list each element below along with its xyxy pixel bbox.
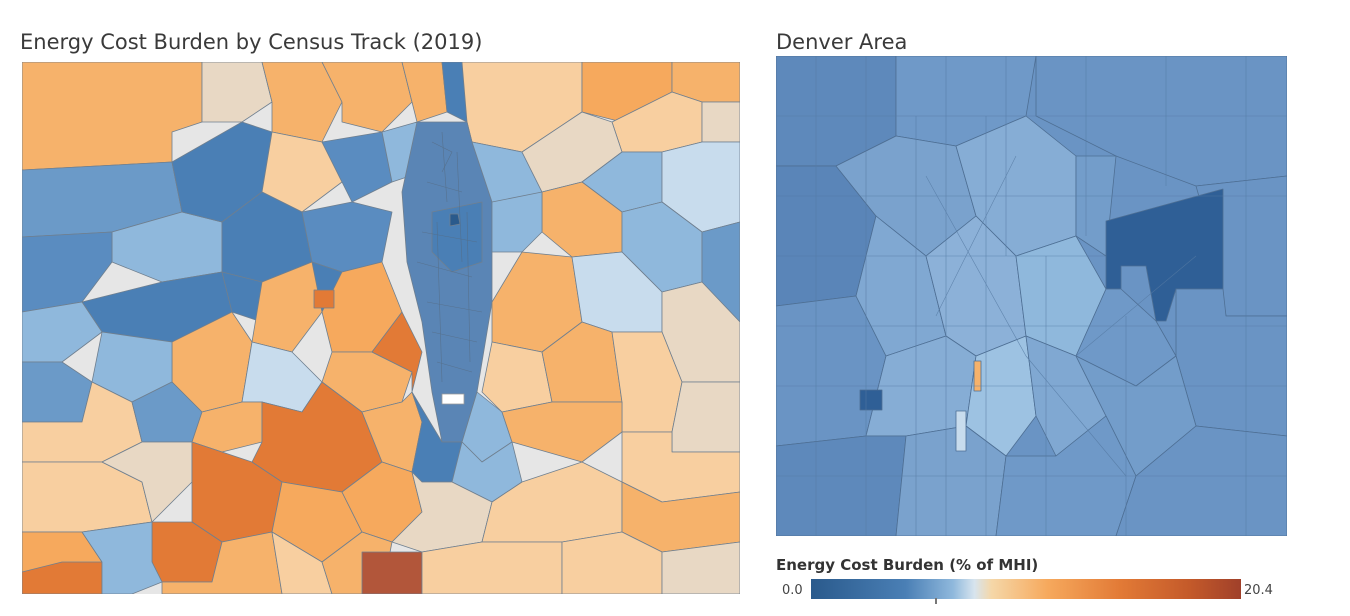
map-title-colorado: Energy Cost Burden by Census Track (2019… [20,30,483,54]
tract-region[interactable] [859,389,883,411]
tract-region[interactable] [421,541,563,594]
legend-color-ramp [811,579,1241,599]
map-title-denver: Denver Area [776,30,908,54]
legend-midpoint-tick [935,598,937,604]
colorado-map-svg [22,62,740,594]
tract-region[interactable] [431,201,483,273]
tract-region[interactable] [973,360,982,392]
tract-region[interactable] [301,201,393,273]
tract-region[interactable] [22,62,203,171]
legend-title: Energy Cost Burden (% of MHI) [776,556,1039,574]
tract-region[interactable] [401,62,448,123]
tract-region[interactable] [701,101,740,143]
tract-region[interactable] [81,521,163,594]
legend-min-label: 0.0 [782,583,803,598]
tract-region[interactable] [271,531,333,594]
tract-region[interactable] [671,381,740,453]
tract-region[interactable] [313,289,335,309]
tract-region[interactable] [965,335,1037,457]
legend-max-label: 20.4 [1244,583,1273,598]
tract-region[interactable] [441,393,465,405]
colorado-choropleth-map[interactable] [22,62,740,594]
tract-region[interactable] [22,361,93,423]
tract-region[interactable] [491,191,543,253]
tract-region[interactable] [481,341,553,413]
tract-region[interactable] [501,401,623,463]
tract-region[interactable] [251,261,323,353]
tract-region[interactable] [661,541,740,594]
tract-region[interactable] [22,301,103,363]
denver-map-svg [776,56,1287,536]
tract-region[interactable] [201,62,273,123]
tract-region[interactable] [1115,425,1287,536]
tract-region[interactable] [261,131,343,213]
tract-region[interactable] [955,410,967,452]
denver-choropleth-map[interactable] [776,56,1287,536]
tract-region[interactable] [321,131,393,203]
tract-region[interactable] [371,311,423,393]
tract-region[interactable] [361,551,423,594]
tract-region[interactable] [776,435,907,536]
tract-region[interactable] [449,213,461,227]
tract-region[interactable] [22,231,113,313]
